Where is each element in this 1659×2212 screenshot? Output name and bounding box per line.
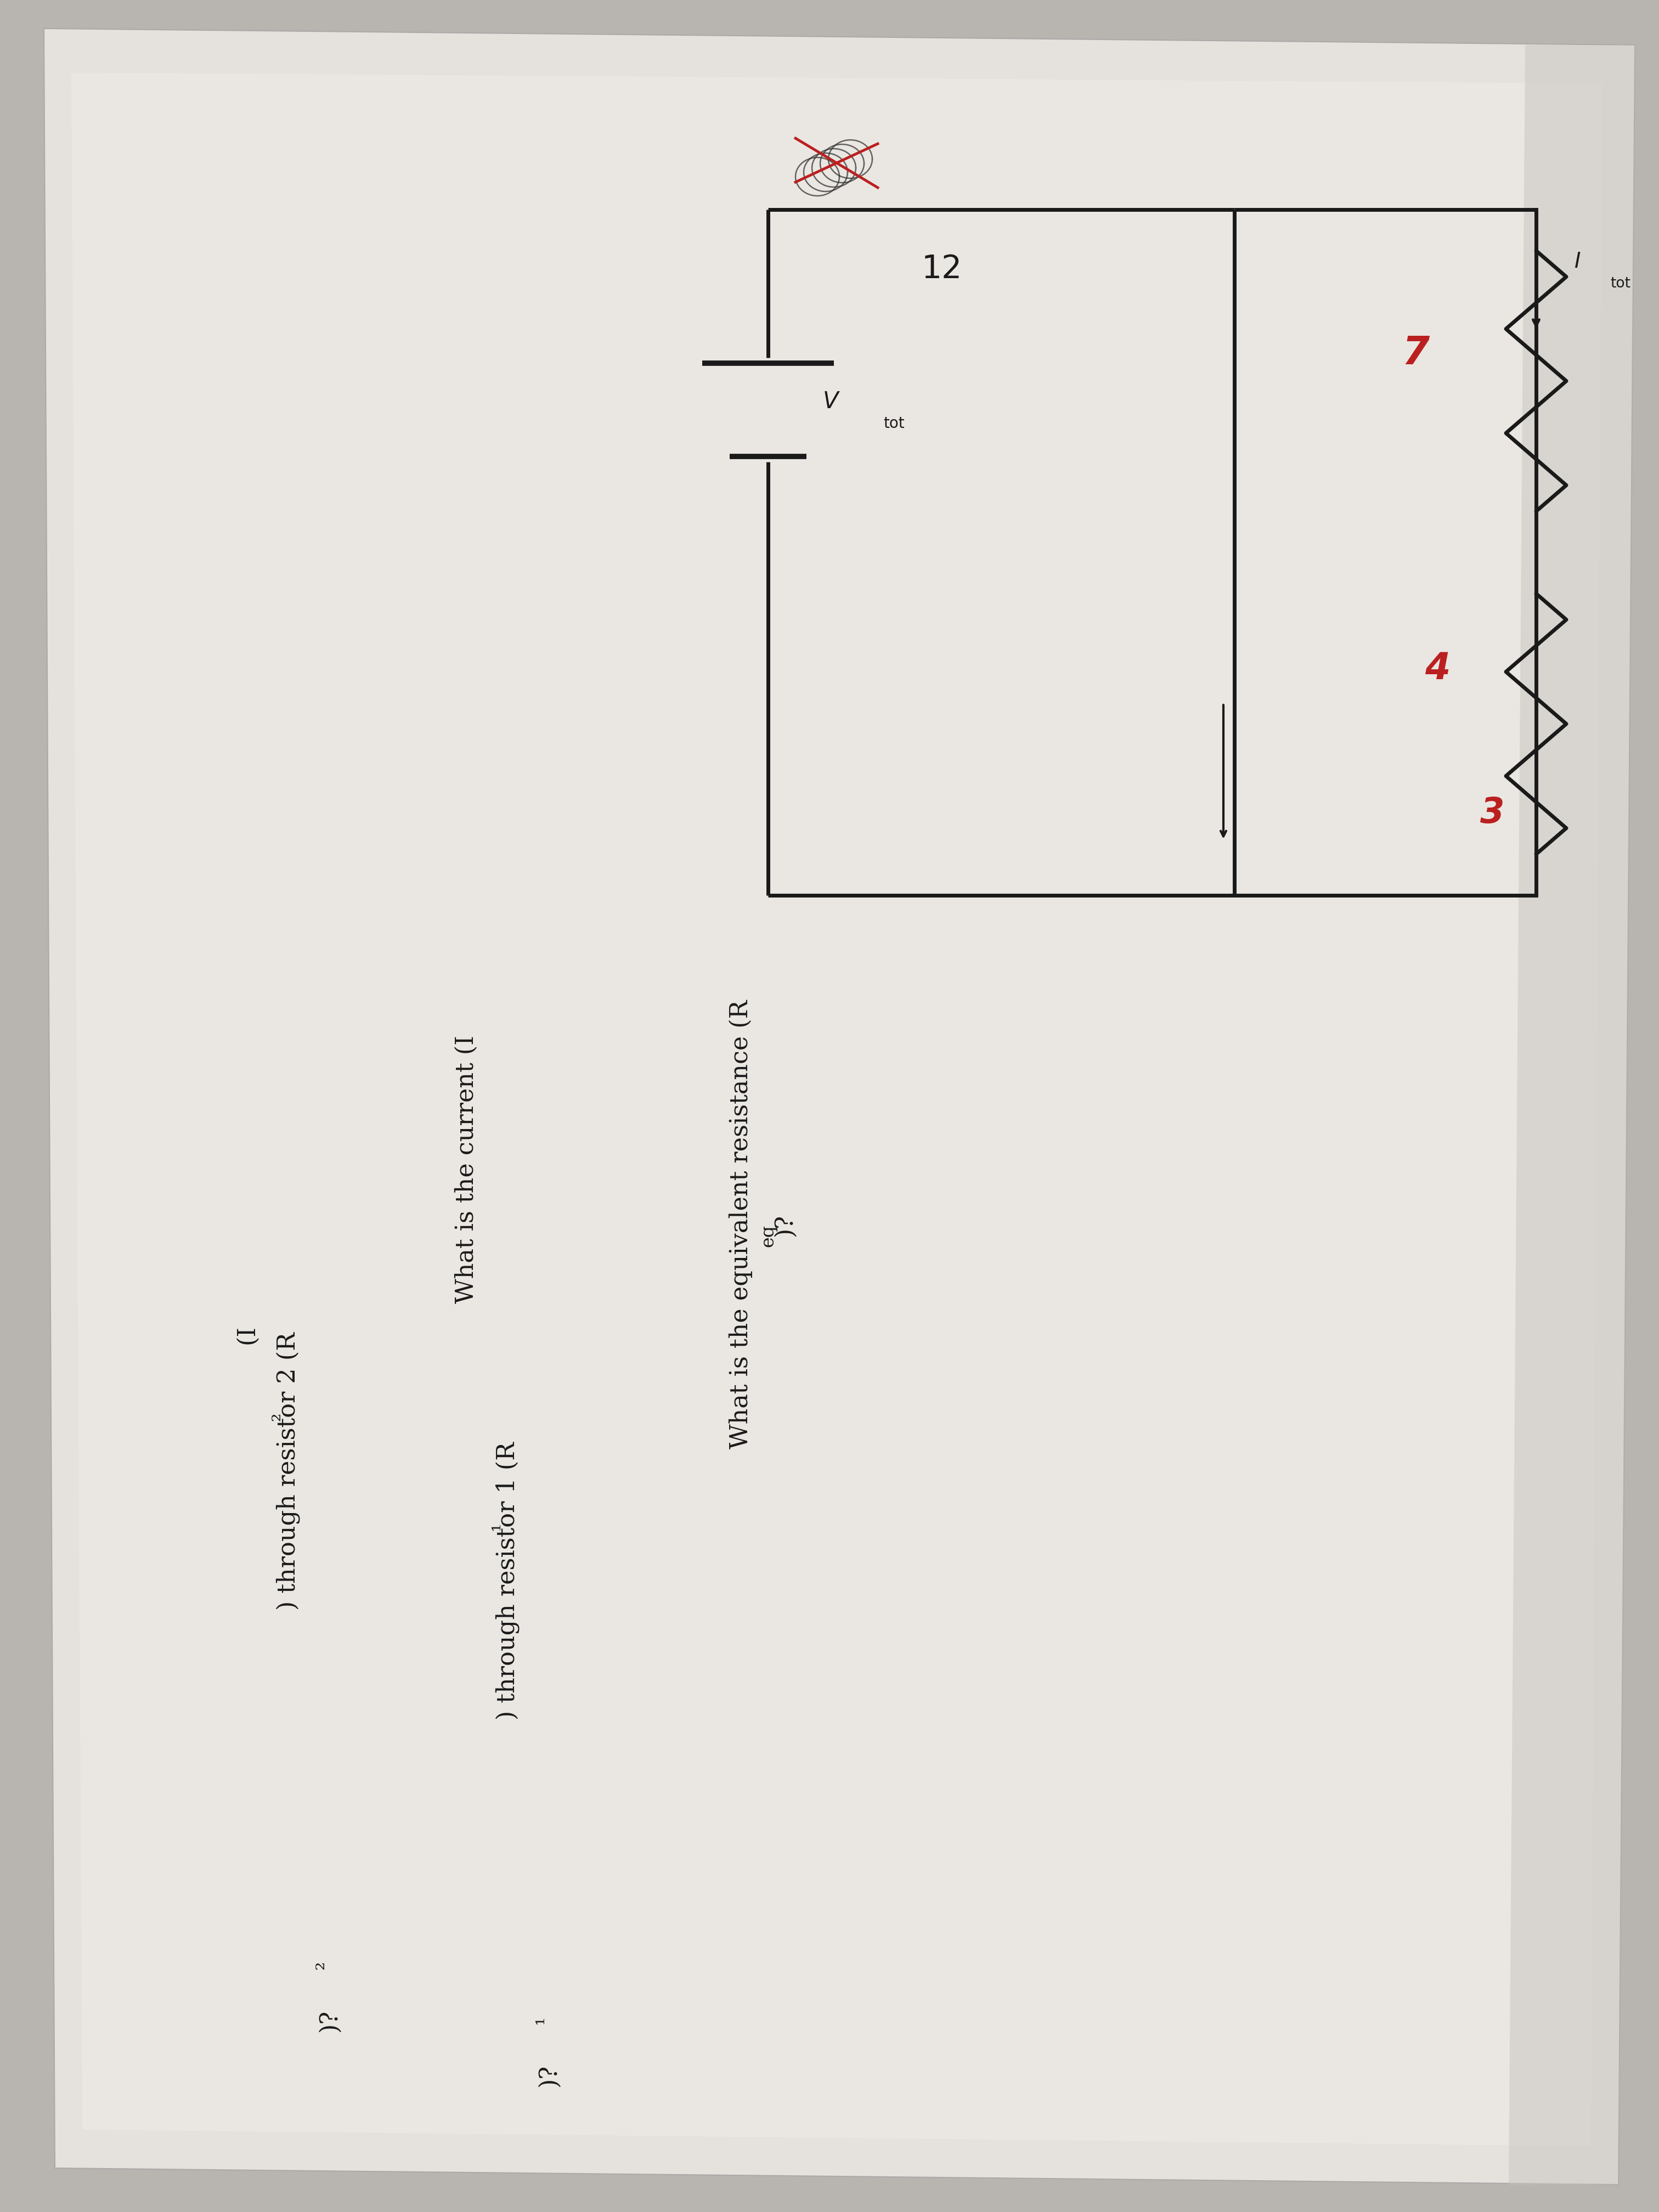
- Text: ₁: ₁: [484, 1522, 504, 1531]
- Text: (I: (I: [236, 1325, 259, 1345]
- Text: tot: tot: [1611, 276, 1631, 290]
- Text: What is the equivalent resistance (R: What is the equivalent resistance (R: [728, 1000, 753, 1449]
- Text: ) through resistor 1 (R: ) through resistor 1 (R: [496, 1442, 519, 1721]
- Polygon shape: [1508, 44, 1634, 2185]
- Text: )?: )?: [317, 2008, 342, 2031]
- Text: 12: 12: [922, 254, 962, 285]
- Text: ₁: ₁: [528, 2015, 547, 2024]
- Text: I: I: [1574, 252, 1581, 272]
- Text: ) through resistor 2 (R: ) through resistor 2 (R: [275, 1332, 300, 1610]
- Polygon shape: [43, 29, 1634, 2185]
- Text: What is the current (I: What is the current (I: [455, 1035, 478, 1303]
- Polygon shape: [71, 73, 1603, 2146]
- Text: 7: 7: [1402, 334, 1428, 372]
- Text: eq: eq: [760, 1223, 776, 1248]
- Text: 3: 3: [1480, 796, 1505, 830]
- Text: )?: )?: [538, 2064, 561, 2086]
- Text: ₂: ₂: [264, 1411, 284, 1420]
- Text: V: V: [823, 389, 838, 414]
- Text: )?: )?: [773, 1212, 796, 1237]
- Text: ₂: ₂: [309, 1960, 328, 1969]
- Text: tot: tot: [883, 416, 904, 431]
- Text: 4: 4: [1425, 650, 1450, 688]
